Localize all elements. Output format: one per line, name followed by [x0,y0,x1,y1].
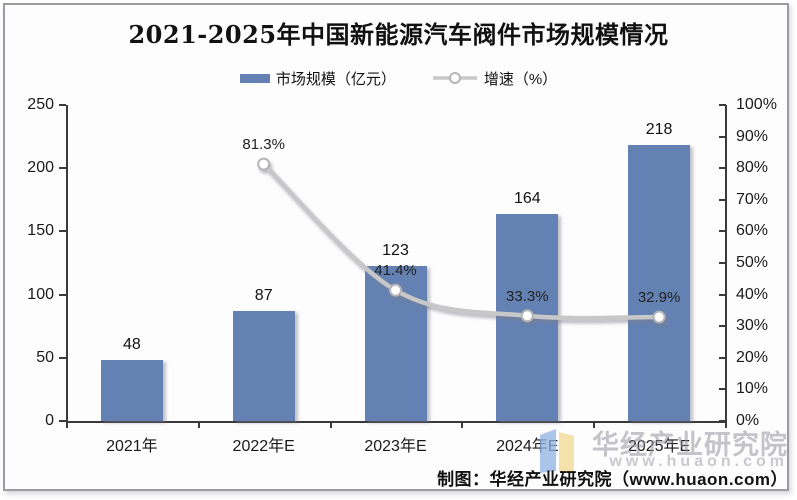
y-right-tick-label: 50% [736,254,769,271]
bar-value-label: 164 [513,189,541,207]
x-axis-tick [66,421,68,428]
y-right-tick-label: 20% [736,348,769,366]
bar-2024年E [496,213,559,421]
y-right-tick-label: 70% [736,190,769,208]
y-right-tick [719,420,726,422]
chart-title: 2021-2025年中国新能源汽车阀件市场规模情况 [128,20,669,49]
bar-2022年E [232,311,295,421]
y-right-tick [719,167,726,170]
growth-value-label: 33.3% [506,287,549,305]
y-right-tick [719,104,726,106]
y-left-tick [59,104,66,106]
growth-value-label: 32.9% [637,289,681,307]
legend-item-growth: 增速（%） [432,68,557,89]
bar-2025年E [628,145,691,421]
y-right-tick [719,356,726,359]
growth-value-label: 81.3% [242,136,285,154]
y-left-tick [59,356,66,359]
y-right-tick-label: 60% [736,222,769,240]
y-right-tick-label: 80% [736,159,769,177]
y-right-tick-label: 10% [736,380,769,398]
y-left-tick [59,293,66,296]
y-right-tick-label: 0% [736,412,760,429]
watermark-brand: 华经产业研究院 [592,430,788,460]
bar-2021年 [100,360,163,421]
y-right-tick [719,262,726,264]
y-left-tick-label: 100 [27,285,54,303]
bar-swatch-icon [239,73,270,83]
legend-item-market-size: 市场规模（亿元） [239,68,396,89]
y-left-tick-label: 150 [27,222,54,240]
y-left-tick-label: 0 [45,412,54,429]
legend-label-growth: 增速（%） [483,70,558,88]
y-right-tick-label: 40% [736,285,769,303]
y-right-tick-label: 90% [736,127,769,145]
legend-label-market-size: 市场规模（亿元） [275,70,396,88]
watermark-url: www.huaon.com [609,453,788,470]
x-axis [66,421,727,423]
y-right-tick [719,388,726,391]
y-left-tick-label: 250 [27,96,54,113]
x-tick-label: 2025年E [627,438,691,455]
growth-value-label: 41.4% [374,262,417,280]
y-axis-left [66,105,68,421]
x-tick-label: 2023年E [364,438,427,455]
x-axis-tick [329,421,332,428]
y-left-tick-label: 200 [27,159,54,177]
x-axis-tick [725,421,727,428]
footer-credit: 制图：华经产业研究院（www.huaon.com） [437,470,788,489]
y-right-tick [719,135,726,138]
y-right-tick [719,325,726,328]
y-right-tick-label: 100% [736,96,777,113]
bar-value-label: 48 [122,336,141,354]
bar-2023年E [364,265,427,421]
x-tick-label: 2022年E [232,438,295,455]
y-left-tick [59,230,66,233]
y-left-tick-label: 50 [36,348,54,366]
y-left-tick [59,420,66,422]
bar-value-label: 87 [254,287,273,305]
y-right-tick [719,198,726,201]
legend: 市场规模（亿元） 增速（%） [0,68,797,88]
x-axis-tick [461,421,464,428]
y-right-tick [719,293,726,296]
x-tick-label: 2021年 [106,438,158,455]
y-right-tick-label: 30% [736,317,769,335]
line-marker-swatch-icon [432,72,477,84]
x-axis-tick [593,421,596,428]
y-axis-right [725,105,727,421]
huajing-logo-icon [540,429,574,473]
y-left-tick [59,167,66,170]
x-axis-tick [197,421,200,428]
bar-value-label: 218 [645,121,673,139]
bar-value-label: 123 [382,241,409,259]
y-right-tick [719,230,726,233]
